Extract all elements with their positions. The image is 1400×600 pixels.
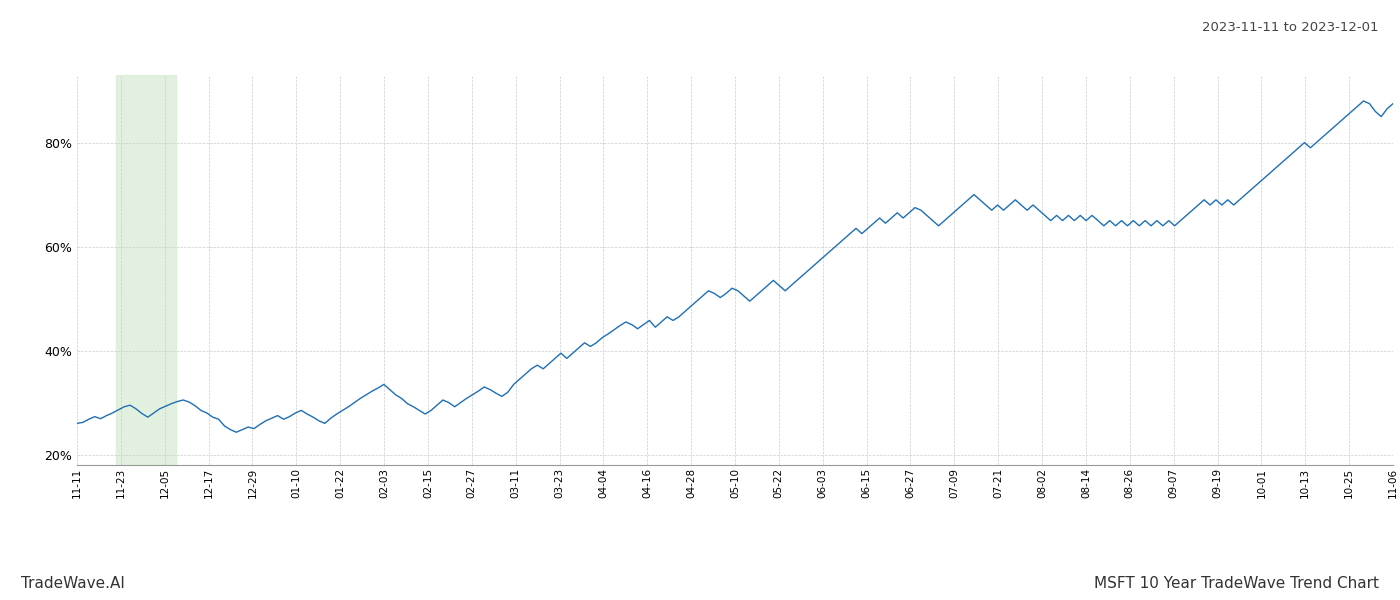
Bar: [116, 75, 176, 465]
Text: TradeWave.AI: TradeWave.AI: [21, 576, 125, 591]
Text: 2023-11-11 to 2023-12-01: 2023-11-11 to 2023-12-01: [1203, 21, 1379, 34]
Text: MSFT 10 Year TradeWave Trend Chart: MSFT 10 Year TradeWave Trend Chart: [1093, 576, 1379, 591]
